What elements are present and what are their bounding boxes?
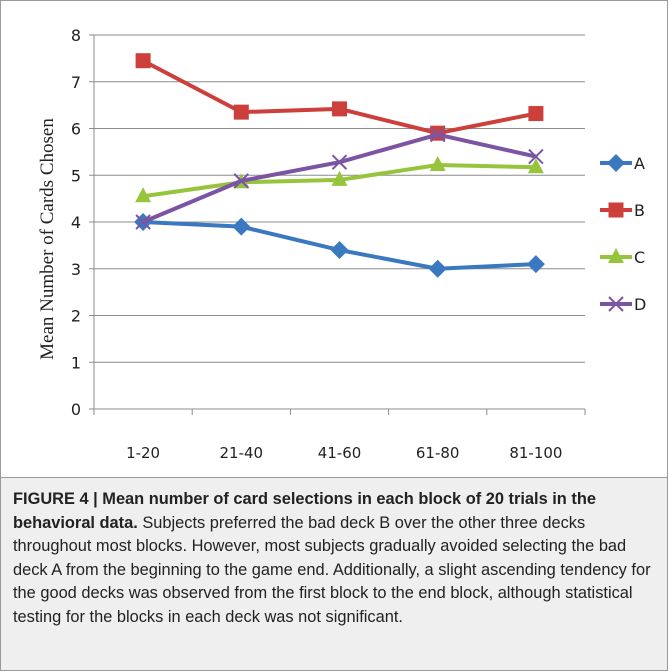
data-point [330,241,349,260]
legend-label: B [634,201,645,220]
data-point [429,126,446,143]
series-b [135,53,544,141]
legend-label: A [634,154,645,173]
marker-stroke [331,154,348,170]
legend-marker [608,202,624,218]
legend-label: C [634,248,645,267]
x-tick-label: 1-20 [126,444,160,462]
data-point [232,217,251,236]
y-tick-label: 6 [71,120,81,139]
data-point [528,148,544,165]
y-tick-label: 0 [71,400,81,419]
data-point [135,53,151,69]
legend-item-d: D [600,295,646,314]
y-tick-label: 5 [71,166,81,185]
data-point [331,154,348,170]
legend-label: D [634,295,646,314]
y-tick-label: 7 [71,73,81,92]
legend-marker [607,154,625,172]
y-tick-label: 4 [71,213,81,232]
data-point [135,214,151,230]
grid-layer [94,34,585,363]
x-tick-label: 21-40 [220,444,264,462]
marker-stroke [608,296,624,312]
axis-layer: 0 1 2 3 4 5 6 7 8 1-20 21-40 41-60 61-80 81-100 [71,26,586,462]
legend-item-c: C [600,248,645,267]
y-tick-label: 2 [71,307,81,326]
y-tick-label: 8 [71,26,81,45]
legend-item-a: A [600,154,645,173]
marker-stroke [233,173,250,189]
legend-item-b: B [600,201,645,220]
marker-stroke [528,148,544,165]
data-point [526,255,545,274]
data-point [528,106,544,122]
data-point [135,187,152,203]
marker-stroke [135,214,151,230]
data-point [233,173,250,189]
series-d [135,126,544,230]
y-tick-label: 1 [71,353,81,372]
caption-title: FIGURE 4 | Mean number of card selection… [13,490,596,532]
legend-marker [608,296,624,312]
data-point [428,259,447,278]
series-line [142,58,537,136]
series-layer [134,53,545,278]
x-tick-label: 61-80 [416,444,460,462]
caption-body: Subjects preferred the bad deck B over t… [13,513,651,626]
data-point [429,155,446,171]
marker-stroke [429,126,446,143]
y-axis-label: Mean Number of Cards Chosen [37,118,58,360]
data-point [332,101,347,117]
y-tick-label: 3 [71,260,81,279]
x-tick-label: 81-100 [509,444,562,462]
series-a [134,213,545,278]
data-point [331,170,348,186]
legend-layer: A B C D [600,154,646,314]
data-point [233,104,249,120]
data-point [527,158,544,174]
x-tick-label: 41-60 [318,444,362,462]
legend-marker [608,248,624,263]
figure-caption: FIGURE 4 | Mean number of card selection… [0,478,668,671]
